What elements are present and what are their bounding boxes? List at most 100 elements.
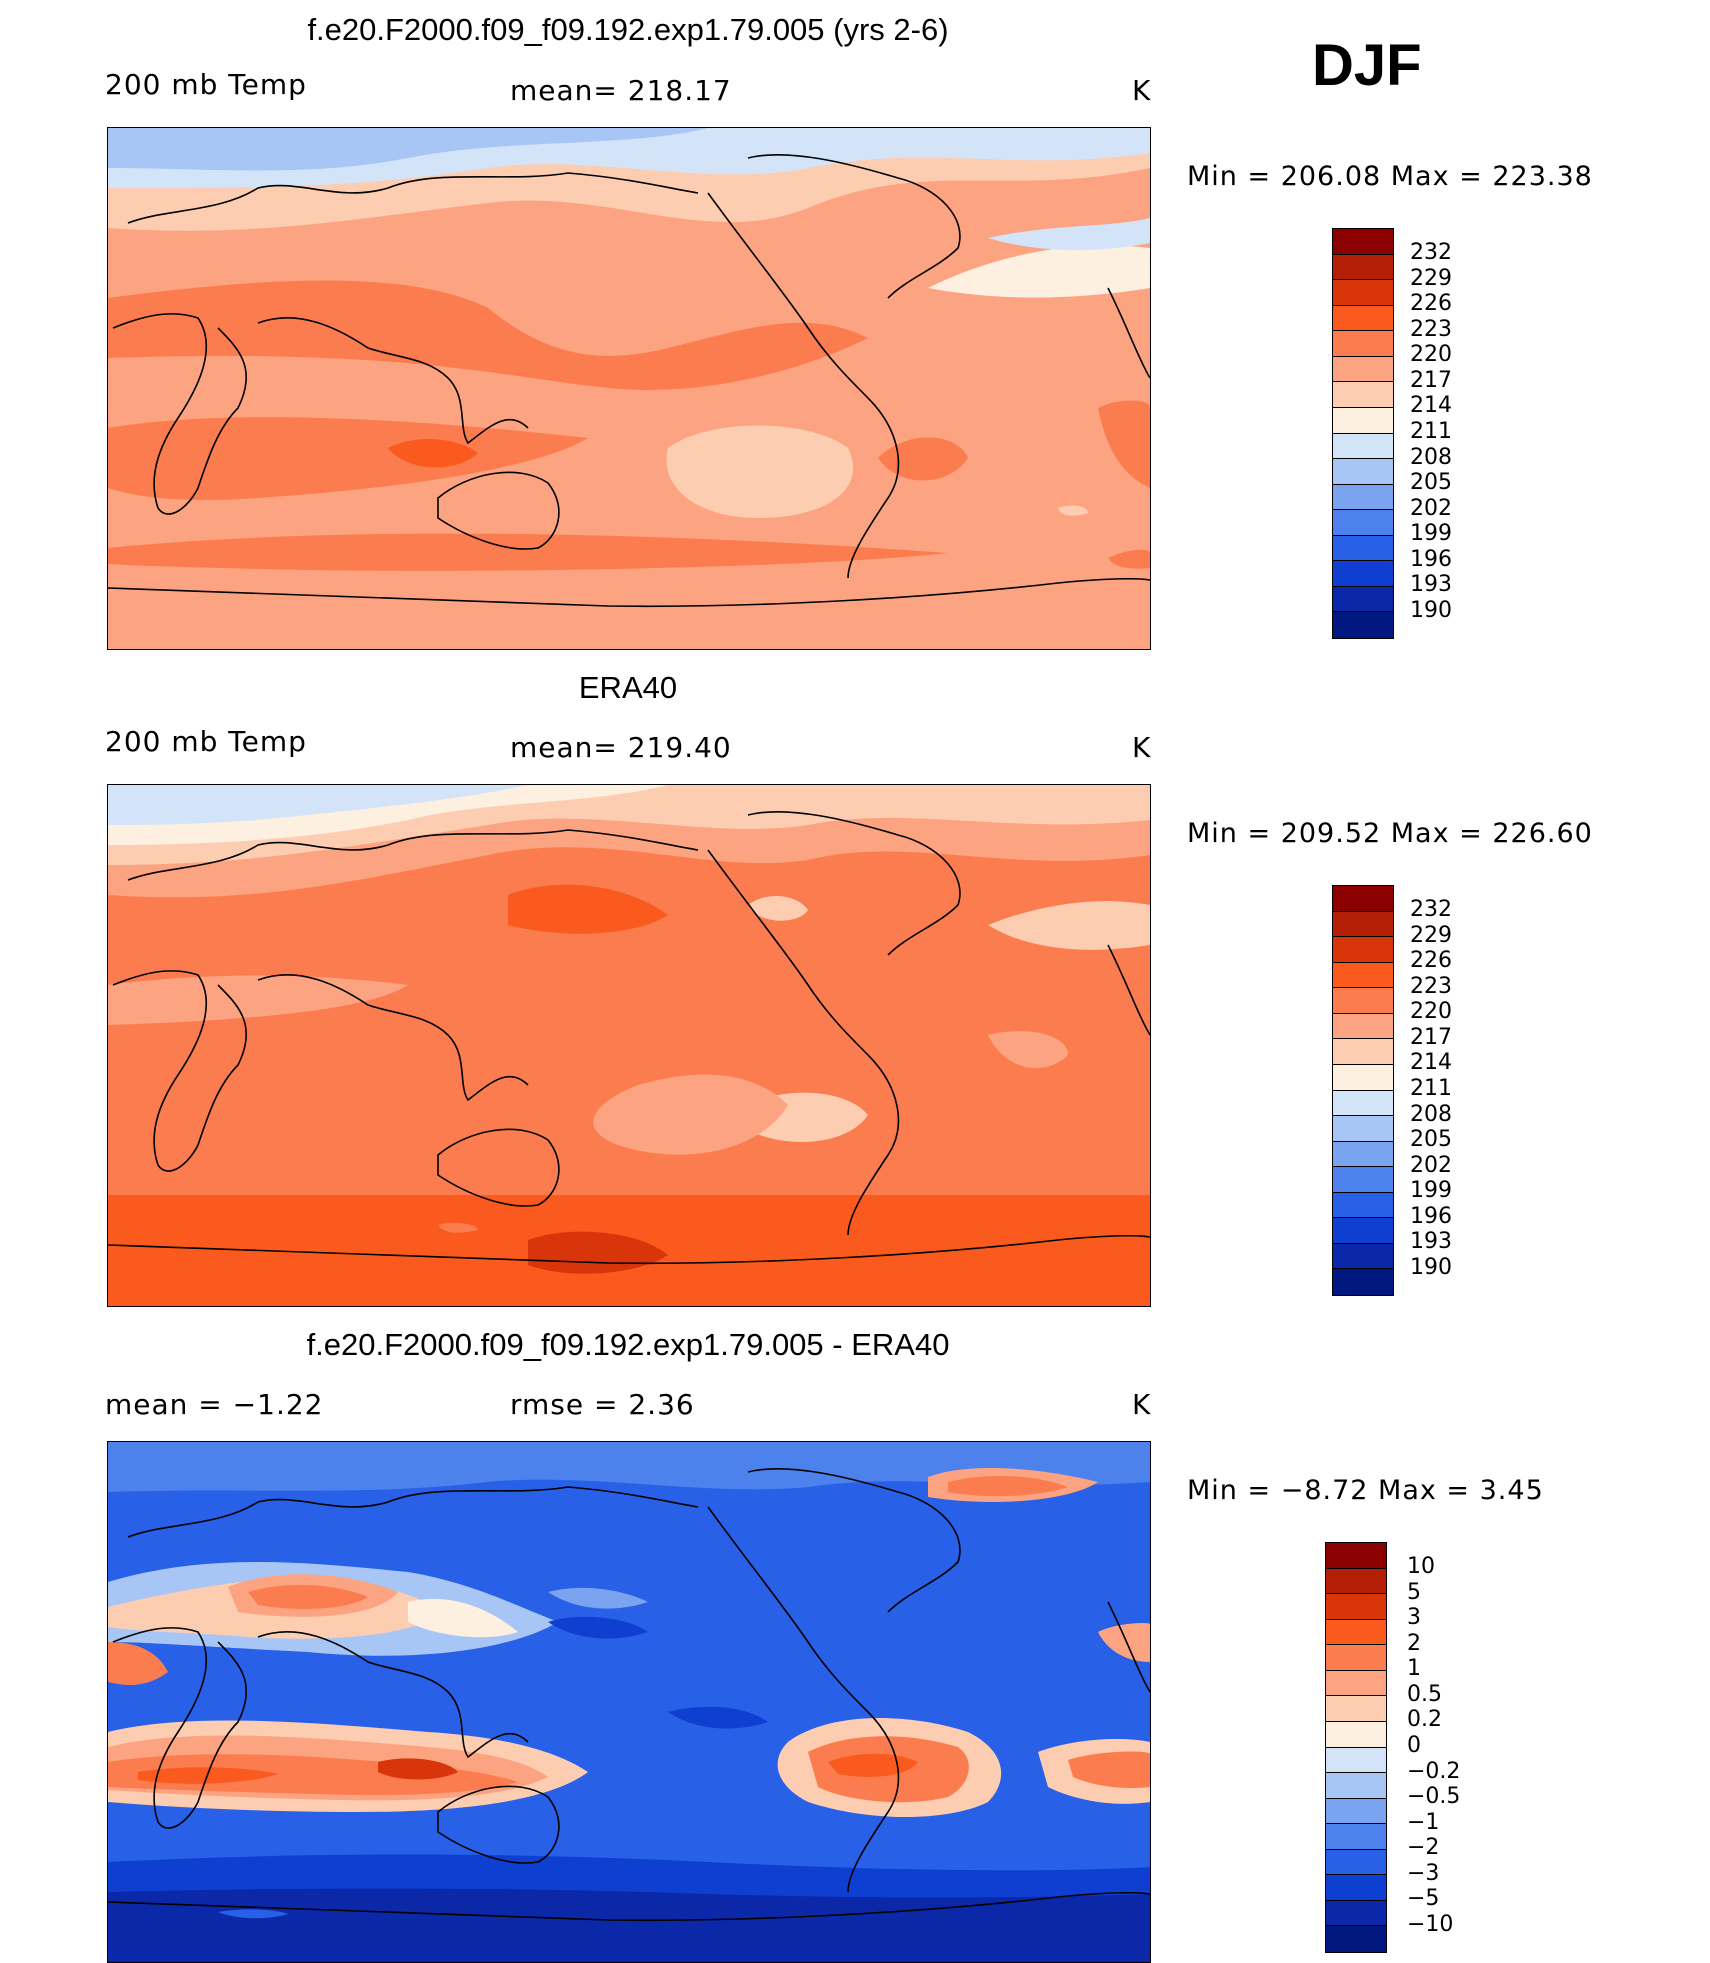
colorbar-swatch — [1326, 1721, 1386, 1748]
colorbar-swatch — [1326, 1594, 1386, 1620]
panel-2-colorbar — [1332, 885, 1394, 1296]
colorbar-swatch — [1333, 331, 1393, 357]
colorbar-swatch — [1326, 1645, 1386, 1671]
colorbar-label: 208 — [1410, 1101, 1452, 1127]
colorbar-swatch — [1333, 1064, 1393, 1091]
panel-3-colorbar-labels: 10 5 3 2 1 0.5 0.2 0 −0.2 −0.5 −1 −2 −3 −5 −10 — [1407, 1554, 1460, 1937]
colorbar-label: 211 — [1410, 1075, 1452, 1101]
colorbar-label: 208 — [1410, 444, 1452, 470]
colorbar-label: 217 — [1410, 1024, 1452, 1050]
panel-3-units: K — [1132, 1388, 1152, 1421]
panel-2-mean-label: mean= 219.40 — [510, 731, 732, 764]
colorbar-swatch — [1326, 1798, 1386, 1825]
colorbar-swatch — [1333, 254, 1393, 281]
colorbar-swatch — [1333, 1039, 1393, 1065]
colorbar-label: 205 — [1410, 470, 1452, 496]
colorbar-label: 0.2 — [1407, 1707, 1442, 1733]
colorbar-label: 199 — [1410, 1178, 1452, 1204]
colorbar-label: 199 — [1410, 521, 1452, 547]
panel-1-left-label: 200 mb Temp — [105, 68, 307, 101]
colorbar-label: 232 — [1410, 897, 1452, 922]
colorbar-swatch — [1333, 612, 1393, 638]
colorbar-label: 232 — [1410, 240, 1452, 265]
colorbar-label: 10 — [1407, 1554, 1435, 1579]
colorbar-swatch — [1333, 1116, 1393, 1142]
colorbar-label: 196 — [1410, 546, 1452, 572]
colorbar-swatch — [1333, 484, 1393, 511]
panel-3-mean-label: mean = −1.22 — [105, 1388, 324, 1421]
colorbar-label: 190 — [1410, 1254, 1452, 1280]
colorbar-swatch — [1333, 305, 1393, 332]
colorbar-swatch — [1333, 356, 1393, 383]
panel-3-colorbar — [1325, 1542, 1387, 1953]
colorbar-label: 205 — [1410, 1127, 1452, 1153]
colorbar-label: 193 — [1410, 572, 1452, 598]
colorbar-swatch — [1333, 459, 1393, 485]
colorbar-label: 214 — [1410, 393, 1452, 419]
colorbar-swatch — [1333, 586, 1393, 613]
colorbar-swatch — [1333, 1269, 1393, 1295]
colorbar-swatch — [1333, 407, 1393, 434]
colorbar-swatch — [1326, 1568, 1386, 1595]
colorbar-label: 193 — [1410, 1229, 1452, 1255]
colorbar-label: 1 — [1407, 1656, 1421, 1682]
colorbar-label: 190 — [1410, 597, 1452, 623]
colorbar-label: 3 — [1407, 1605, 1421, 1631]
colorbar-label: 220 — [1410, 342, 1452, 368]
colorbar-swatch — [1333, 229, 1393, 255]
colorbar-swatch — [1333, 937, 1393, 963]
colorbar-swatch — [1333, 988, 1393, 1014]
colorbar-label: −5 — [1407, 1886, 1440, 1912]
colorbar-label: 0.5 — [1407, 1681, 1442, 1707]
colorbar-swatch — [1333, 1192, 1393, 1219]
colorbar-swatch — [1333, 561, 1393, 587]
panel-1-title: f.e20.F2000.f09_f09.192.exp1.79.005 (yrs… — [307, 12, 949, 47]
colorbar-swatch — [1333, 280, 1393, 306]
colorbar-label: −3 — [1407, 1860, 1440, 1886]
colorbar-swatch — [1333, 1167, 1393, 1193]
colorbar-label: −2 — [1407, 1835, 1440, 1861]
colorbar-swatch — [1326, 1696, 1386, 1722]
colorbar-label: 223 — [1410, 973, 1452, 999]
panel-3-rmse-label: rmse = 2.36 — [510, 1388, 695, 1421]
colorbar-label: 196 — [1410, 1203, 1452, 1229]
colorbar-swatch — [1326, 1619, 1386, 1646]
era40-temperature-map — [107, 784, 1151, 1307]
colorbar-swatch — [1333, 1090, 1393, 1117]
colorbar-label: −0.2 — [1407, 1758, 1461, 1784]
colorbar-label: 214 — [1410, 1050, 1452, 1076]
colorbar-label: 0 — [1407, 1732, 1421, 1758]
colorbar-swatch — [1326, 1875, 1386, 1901]
difference-map — [107, 1441, 1151, 1963]
panel-3-title: f.e20.F2000.f09_f09.192.exp1.79.005 - ER… — [306, 1327, 950, 1362]
colorbar-swatch — [1333, 1243, 1393, 1270]
colorbar-label: 226 — [1410, 291, 1452, 317]
colorbar-label: −0.5 — [1407, 1784, 1461, 1810]
colorbar-label: 2 — [1407, 1630, 1421, 1656]
colorbar-swatch — [1326, 1773, 1386, 1799]
colorbar-label: 217 — [1410, 367, 1452, 393]
panel-1-minmax: Min = 206.08 Max = 223.38 — [1187, 161, 1593, 192]
colorbar-label: 202 — [1410, 1152, 1452, 1178]
colorbar-swatch — [1326, 1900, 1386, 1927]
model-temperature-map — [107, 127, 1151, 650]
colorbar-swatch — [1333, 886, 1393, 912]
colorbar-label: 211 — [1410, 418, 1452, 444]
colorbar-swatch — [1333, 962, 1393, 989]
colorbar-label: 229 — [1410, 265, 1452, 291]
colorbar-label: −1 — [1407, 1809, 1440, 1835]
colorbar-swatch — [1333, 535, 1393, 562]
panel-2-colorbar-labels: 232 229 226 223 220 217 214 211 208 205 202 199 196 1… — [1410, 897, 1452, 1280]
colorbar-label: −10 — [1407, 1911, 1454, 1937]
panel-2-units: K — [1132, 731, 1152, 764]
panel-2-minmax: Min = 209.52 Max = 226.60 — [1187, 818, 1593, 849]
panel-1-units: K — [1132, 74, 1152, 107]
colorbar-swatch — [1333, 1141, 1393, 1168]
colorbar-swatch — [1326, 1849, 1386, 1876]
colorbar-label: 229 — [1410, 922, 1452, 948]
colorbar-swatch — [1333, 1013, 1393, 1040]
colorbar-label: 220 — [1410, 999, 1452, 1025]
panel-2-title: ERA40 — [578, 670, 678, 705]
colorbar-label: 202 — [1410, 495, 1452, 521]
colorbar-swatch — [1333, 510, 1393, 536]
